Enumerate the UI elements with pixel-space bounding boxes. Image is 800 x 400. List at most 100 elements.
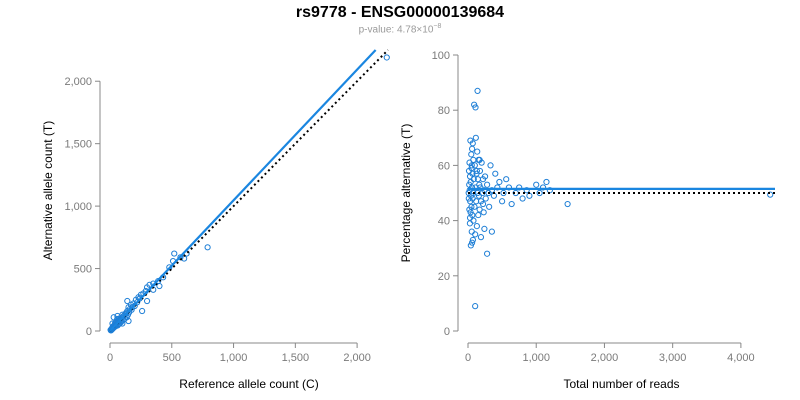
left-data-point — [171, 250, 178, 257]
left-x-tick-label: 1,500 — [282, 352, 310, 364]
left-reference-line — [109, 49, 389, 332]
right-data-point — [539, 184, 547, 191]
right-data-point — [466, 214, 474, 221]
right-data-point — [486, 203, 493, 210]
left-y-tick-label: 0 — [86, 326, 92, 338]
right-data-point — [505, 184, 513, 191]
right-data-point — [767, 191, 774, 198]
right-data-point — [496, 178, 503, 186]
right-x-tick-label: 1,000 — [522, 352, 550, 364]
right-data-point — [466, 181, 473, 188]
right-data-point — [474, 87, 481, 94]
left-data-point — [143, 297, 151, 305]
right-data-point — [472, 104, 479, 111]
right-data-point — [499, 198, 506, 205]
right-data-point — [479, 200, 487, 208]
right-data-point — [533, 181, 540, 188]
right-data-point — [468, 162, 475, 169]
right-data-point — [473, 167, 480, 175]
right-data-point — [503, 176, 510, 183]
right-y-tick-label: 80 — [438, 105, 450, 117]
right-data-point — [470, 217, 477, 224]
right-y-tick-label: 60 — [438, 160, 450, 172]
right-data-point — [474, 148, 481, 155]
left-y-tick-label: 1,500 — [64, 139, 92, 151]
right-data-point — [475, 211, 482, 219]
right-data-point — [494, 184, 501, 191]
left-x-tick-label: 1,000 — [220, 352, 248, 364]
right-data-point — [466, 220, 474, 227]
right-y-tick-label: 20 — [438, 271, 450, 283]
right-data-point — [543, 178, 550, 186]
right-data-point — [523, 187, 530, 194]
left-data-point — [204, 244, 211, 251]
right-data-point — [466, 206, 473, 213]
left-y-tick-label: 500 — [74, 264, 92, 276]
left-y-tick-label: 1,000 — [64, 201, 92, 213]
right-data-point — [472, 231, 479, 238]
left-data-point — [156, 282, 163, 290]
right-data-point — [487, 162, 494, 169]
right-data-point — [465, 189, 472, 197]
right-x-tick-label: 3,000 — [659, 352, 687, 364]
right-data-point — [467, 137, 474, 144]
right-data-point — [519, 195, 526, 202]
right-data-point — [492, 170, 499, 177]
right-data-point — [536, 189, 543, 197]
left-data-point — [119, 320, 126, 327]
left-data-point — [109, 320, 116, 327]
left-x-tick-label: 2,000 — [343, 352, 371, 364]
right-data-point — [472, 303, 479, 310]
right-data-point — [476, 206, 483, 213]
right-y-tick-label: 100 — [432, 50, 450, 62]
right-data-point — [500, 189, 507, 197]
right-data-point — [481, 225, 488, 232]
right-data-point — [465, 167, 473, 175]
subtitle-pvalue: p-value: 4.78×10 — [358, 24, 434, 36]
chart-subtitle: p-value: 4.78×10−8 — [0, 23, 800, 35]
right-y-axis-title: Percentage alternative (T) — [399, 124, 413, 263]
left-data-point — [125, 317, 132, 325]
left-x-axis-title: Reference allele count (C) — [179, 377, 318, 391]
right-data-point — [564, 200, 571, 208]
left-data-point — [124, 297, 131, 305]
left-y-axis-title: Alternative allele count (T) — [41, 121, 55, 260]
right-data-point — [488, 228, 495, 235]
right-data-point — [468, 151, 475, 158]
right-data-point — [474, 176, 481, 183]
right-data-point — [484, 181, 491, 188]
right-data-point — [472, 134, 479, 141]
left-y-tick-label: 2,000 — [64, 76, 92, 88]
right-y-tick-label: 0 — [444, 326, 450, 338]
right-x-tick-label: 0 — [465, 352, 471, 364]
right-data-point — [485, 189, 492, 197]
right-data-point — [473, 223, 480, 230]
left-x-tick-label: 0 — [107, 352, 113, 364]
left-data-point — [110, 314, 117, 321]
left-data-point — [107, 326, 114, 334]
chart-title: rs9778 - ENSG00000139684 — [295, 4, 505, 21]
left-x-tick-label: 500 — [163, 352, 181, 364]
right-y-tick-label: 40 — [438, 216, 450, 228]
right-x-tick-label: 2,000 — [591, 352, 619, 364]
right-data-point — [469, 236, 477, 244]
left-data-point — [143, 284, 151, 291]
right-data-point — [516, 184, 523, 191]
right-data-point — [472, 184, 479, 191]
subtitle-exponent: −8 — [433, 23, 442, 30]
left-data-point — [139, 307, 146, 315]
left-data-point — [114, 312, 121, 320]
right-data-point — [508, 200, 515, 208]
right-x-tick-label: 4,000 — [727, 352, 755, 364]
right-data-point — [468, 228, 475, 235]
right-data-point — [476, 156, 483, 163]
right-data-point — [477, 234, 485, 241]
right-x-axis-title: Total number of reads — [563, 377, 679, 391]
right-data-point — [484, 250, 491, 257]
right-data-point — [482, 195, 489, 202]
right-data-point — [480, 209, 487, 216]
left-data-point — [383, 54, 390, 61]
